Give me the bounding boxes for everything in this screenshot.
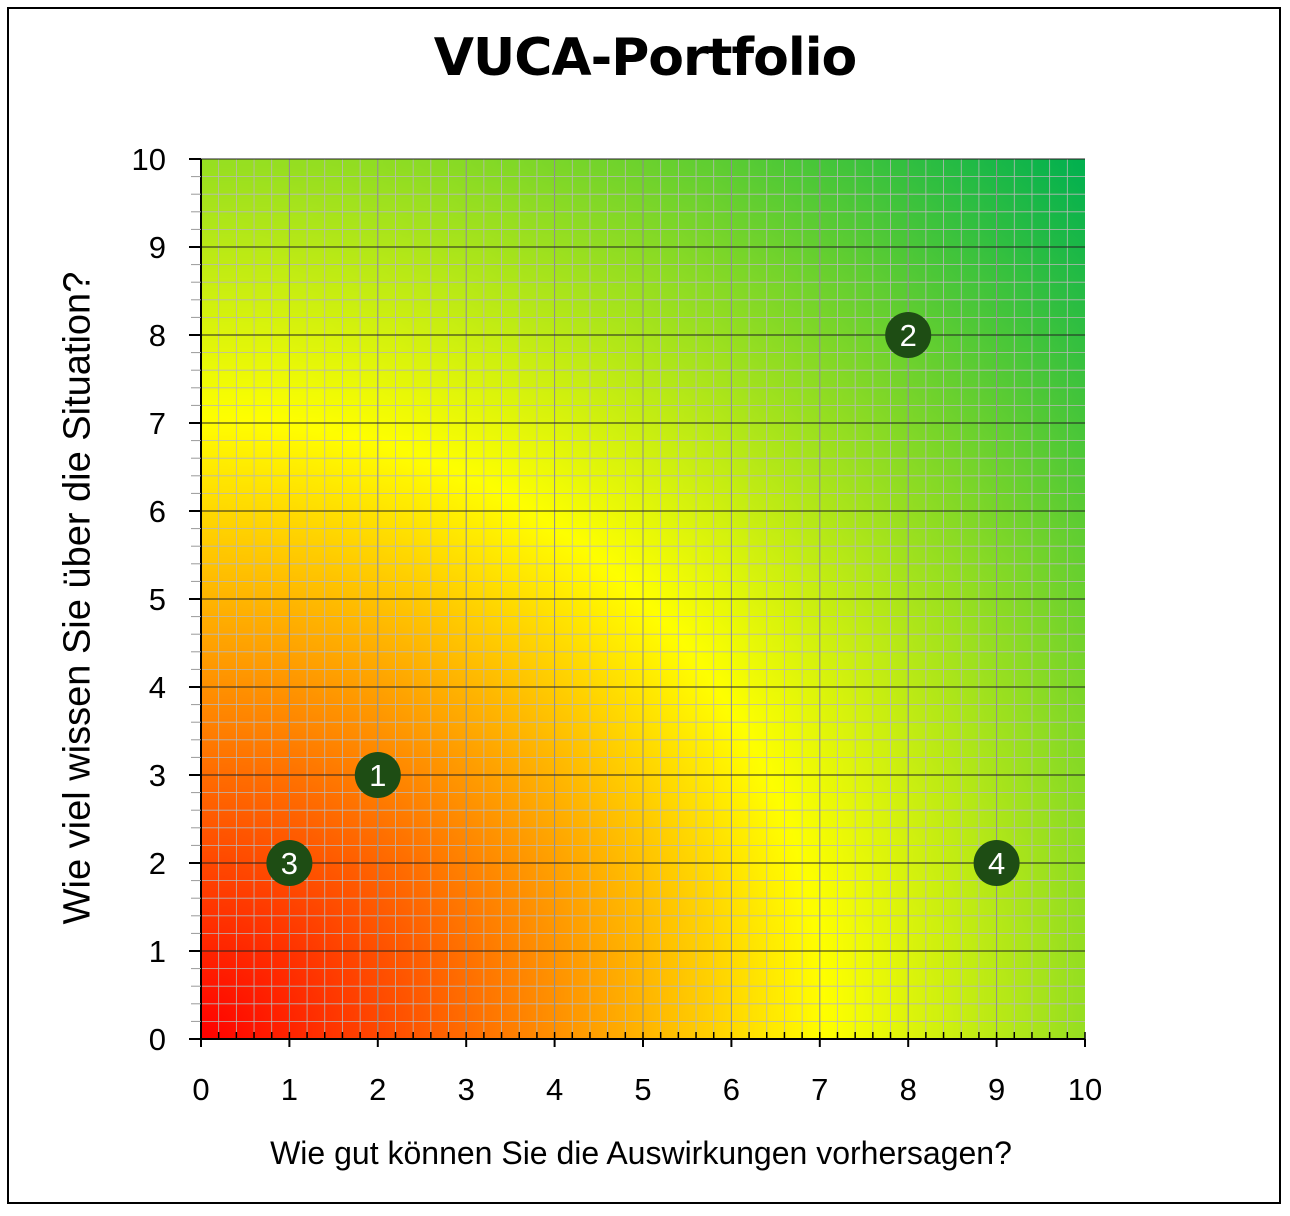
- data-point-label: 1: [369, 758, 386, 793]
- x-axis-label: Wie gut können Sie die Auswirkungen vorh…: [270, 1135, 1012, 1171]
- data-point: 2: [885, 312, 932, 358]
- y-tick-label: 1: [149, 934, 166, 969]
- y-tick-label: 6: [149, 494, 166, 529]
- data-point: 3: [266, 840, 313, 886]
- y-tick-label: 3: [149, 758, 166, 793]
- x-tick-label: 8: [900, 1072, 917, 1107]
- x-tick-label: 4: [546, 1072, 563, 1107]
- y-tick-label: 9: [149, 230, 166, 265]
- y-tick-label: 8: [149, 318, 166, 353]
- x-tick-label: 0: [192, 1072, 209, 1107]
- x-tick-label: 7: [811, 1072, 828, 1107]
- data-point-label: 3: [281, 846, 298, 881]
- y-tick-label: 4: [149, 670, 166, 705]
- x-tick-label: 2: [369, 1072, 386, 1107]
- data-point: 1: [354, 752, 401, 798]
- chart-title: VUCA-Portfolio: [433, 28, 858, 88]
- y-axis-label: Wie viel wissen Sie über die Situation?: [56, 271, 99, 925]
- y-tick-label: 0: [149, 1022, 166, 1057]
- x-tick-label: 3: [458, 1072, 475, 1107]
- data-point-marker: [354, 752, 401, 798]
- data-point-label: 2: [900, 318, 917, 353]
- x-tick-label: 5: [634, 1072, 651, 1107]
- y-tick-label: 10: [132, 142, 166, 177]
- y-tick-label: 7: [149, 406, 166, 441]
- x-tick-label: 10: [1068, 1072, 1102, 1107]
- x-tick-label: 1: [281, 1072, 298, 1107]
- y-tick-label: 5: [149, 582, 166, 617]
- data-point-marker: [973, 840, 1020, 886]
- data-point-label: 4: [988, 846, 1005, 881]
- x-tick-label: 6: [723, 1072, 740, 1107]
- x-tick-label: 9: [988, 1072, 1005, 1107]
- data-point: 4: [973, 840, 1020, 886]
- data-point-marker: [266, 840, 313, 886]
- data-point-marker: [885, 312, 932, 358]
- y-tick-label: 2: [149, 846, 166, 881]
